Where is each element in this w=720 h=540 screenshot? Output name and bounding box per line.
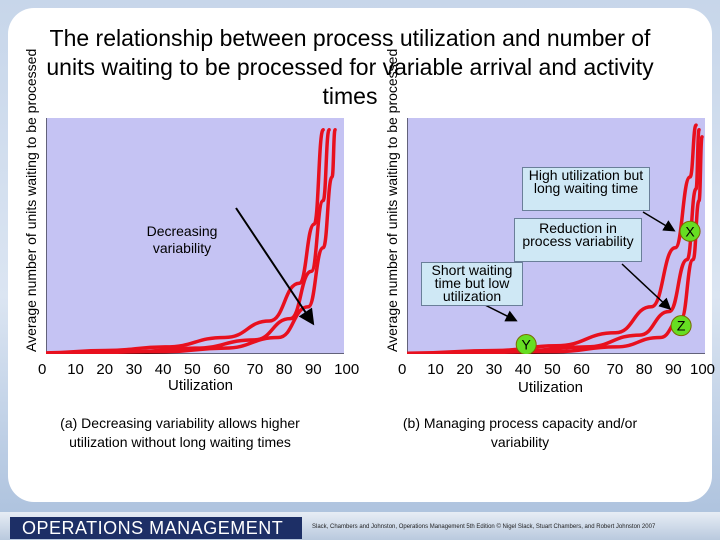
- panel-a-tick-90: 90: [304, 361, 322, 378]
- point-z-marker: [670, 315, 692, 337]
- panel-b-tick-0: 0: [398, 361, 407, 378]
- panel-a-tick-30: 30: [125, 361, 143, 378]
- brand-logo: OPERATIONS MANAGEMENT: [10, 517, 302, 539]
- panel-a-tick-70: 70: [246, 361, 264, 378]
- point-z-label: Z: [677, 318, 686, 334]
- panel-a-tick-50: 50: [184, 361, 201, 378]
- panel-b-arrow-reduction: [621, 263, 672, 311]
- note-reduction-variability: Reduction in process variability: [514, 218, 642, 262]
- panel-b-tick-60: 60: [573, 361, 590, 378]
- panel-a-tick-60: 60: [213, 361, 230, 378]
- panel-a-chart: Decreasing variability: [46, 118, 344, 354]
- panel-b-tick-10: 10: [427, 361, 444, 378]
- panel-b-x-axis-label: Utilization: [518, 379, 584, 396]
- point-y-marker: [515, 334, 537, 354]
- panel-b-chart: X Y Z: [407, 118, 705, 354]
- point-x-marker: [679, 220, 701, 242]
- footer-credit: Slack, Chambers and Johnston, Operations…: [312, 524, 656, 530]
- panel-a-tick-80: 80: [275, 361, 293, 378]
- panel-b-series-3-line: [407, 135, 704, 354]
- panel-b-tick-90: 90: [664, 361, 682, 378]
- panel-b-tick-20: 20: [456, 361, 474, 378]
- panel-a-y-axis-label: Average number of units waiting to be pr…: [23, 48, 39, 352]
- panel-a-tick-20: 20: [96, 361, 114, 378]
- panel-b-y-axis-label: Average number of units waiting to be pr…: [384, 48, 400, 352]
- slide-title: The relationship between process utiliza…: [46, 25, 654, 109]
- panel-b-arrow-high: [642, 211, 676, 232]
- panel-b-tick-100: 100: [690, 361, 716, 378]
- point-x-label: X: [685, 223, 695, 239]
- panel-a-x-ticks: 0 10 20 30 40 50 60 70 80 90 100: [38, 361, 359, 378]
- note-high-utilization: High utilization but long waiting time: [522, 167, 650, 211]
- panel-b-tick-80: 80: [635, 361, 653, 378]
- panel-a-series-3-line: [46, 128, 337, 354]
- panel-a-tick-40: 40: [154, 361, 172, 378]
- panel-a-tick-0: 0: [38, 361, 47, 378]
- panel-b-caption: (b) Managing process capacity and/or var…: [402, 415, 638, 450]
- panel-a-tick-100: 100: [334, 361, 360, 378]
- panel-b-arrow-short: [482, 303, 518, 322]
- panel-b-tick-50: 50: [544, 361, 561, 378]
- note-short-waiting: Short waiting time but low utilization: [421, 262, 523, 306]
- point-y-label: Y: [522, 337, 532, 353]
- panel-b-tick-70: 70: [606, 361, 624, 378]
- panel-a-annotation: Decreasing variability: [147, 223, 218, 256]
- panel-b-tick-30: 30: [485, 361, 503, 378]
- panel-a-tick-10: 10: [67, 361, 84, 378]
- panel-a-caption: (a) Decreasing variability allows higher…: [60, 415, 300, 450]
- panel-b-x-ticks: 0 10 20 30 40 50 60 70 80 90 100: [398, 361, 715, 378]
- panel-a-x-axis-label: Utilization: [168, 377, 234, 394]
- panel-b-tick-40: 40: [514, 361, 532, 378]
- panel-a-arrow: [235, 207, 315, 326]
